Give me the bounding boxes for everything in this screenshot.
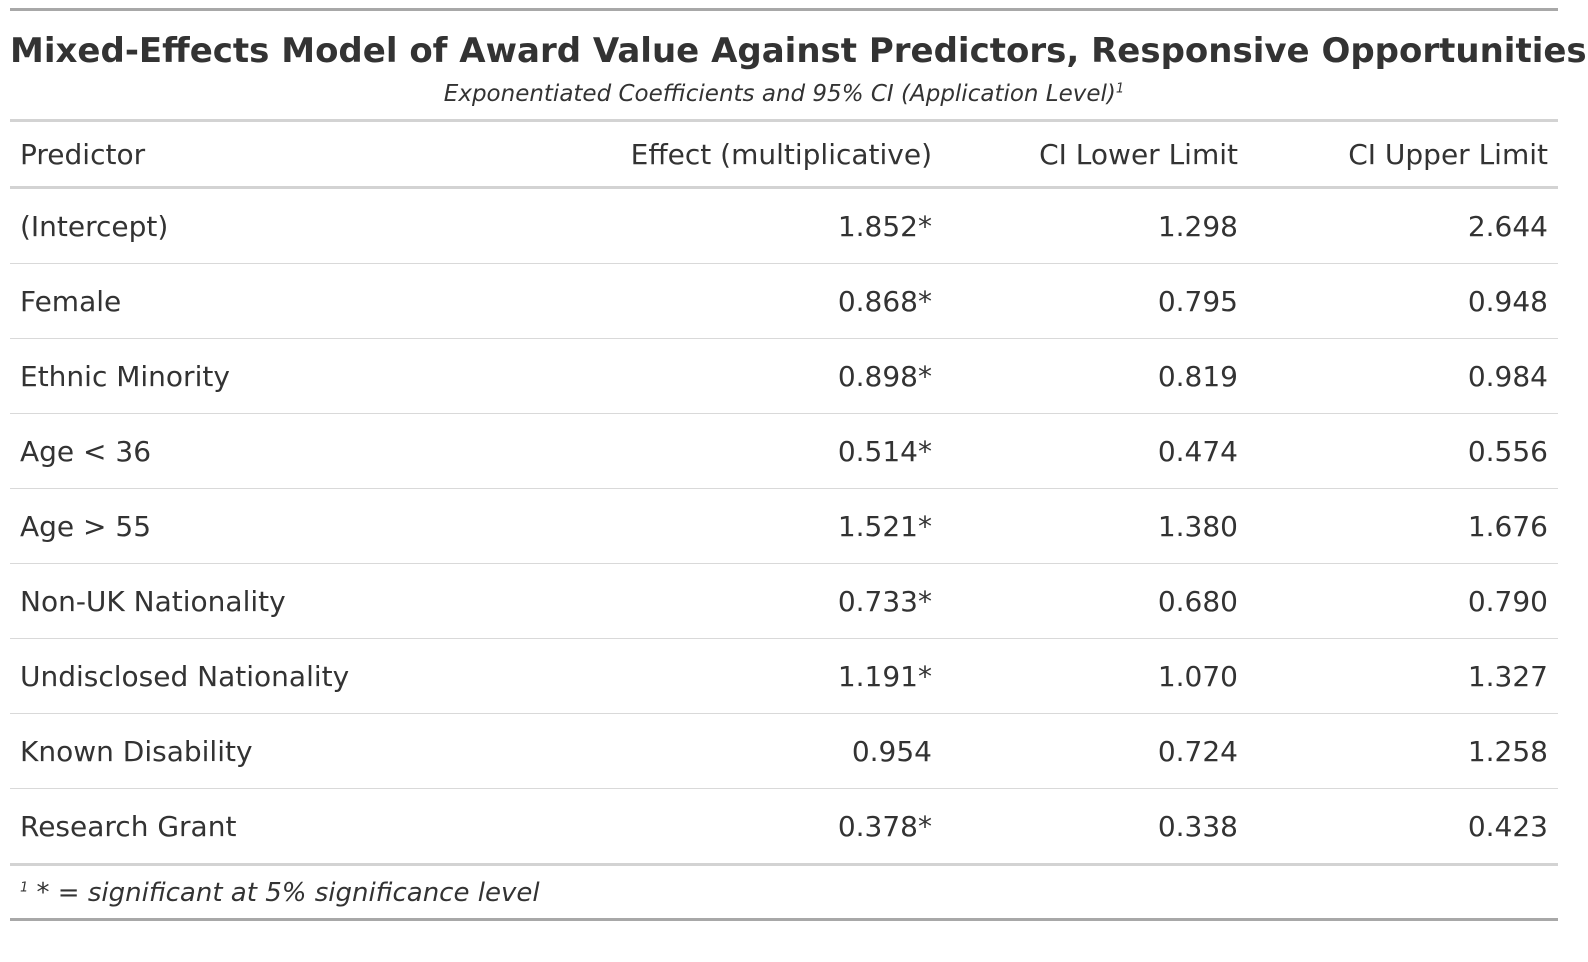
- predictor-cell: Undisclosed Nationality: [10, 638, 482, 714]
- table-footnote: 1 * = significant at 5% significance lev…: [10, 866, 1558, 921]
- predictor-cell: Ethnic Minority: [10, 338, 482, 414]
- table-row: Age > 55 1.521* 1.380 1.676: [10, 488, 1558, 564]
- predictor-cell: Known Disability: [10, 713, 482, 789]
- ci-lower-cell: 1.070: [942, 638, 1248, 714]
- ci-lower-cell: 1.298: [942, 187, 1248, 264]
- effect-cell: 1.852*: [482, 187, 942, 264]
- column-header-predictor: Predictor: [10, 119, 482, 189]
- ci-upper-cell: 0.556: [1248, 413, 1558, 489]
- ci-upper-cell: 0.984: [1248, 338, 1558, 414]
- subtitle-footnote-mark: 1: [1115, 81, 1125, 97]
- predictor-cell: Research Grant: [10, 788, 482, 866]
- table-row: Female 0.868* 0.795 0.948: [10, 263, 1558, 339]
- effect-cell: 0.514*: [482, 413, 942, 489]
- ci-upper-cell: 0.948: [1248, 263, 1558, 339]
- effect-cell: 0.378*: [482, 788, 942, 866]
- ci-lower-cell: 0.338: [942, 788, 1248, 866]
- ci-lower-cell: 0.819: [942, 338, 1248, 414]
- table-row: (Intercept) 1.852* 1.298 2.644: [10, 187, 1558, 264]
- effect-cell: 0.898*: [482, 338, 942, 414]
- predictor-cell: Female: [10, 263, 482, 339]
- table-row: Known Disability 0.954 0.724 1.258: [10, 713, 1558, 789]
- ci-lower-cell: 0.680: [942, 563, 1248, 639]
- footnote-mark: 1: [20, 880, 29, 896]
- header-row: Predictor Effect (multiplicative) CI Low…: [10, 119, 1558, 189]
- effect-cell: 1.521*: [482, 488, 942, 564]
- effect-cell: 0.954: [482, 713, 942, 789]
- effect-cell: 1.191*: [482, 638, 942, 714]
- table-row: Undisclosed Nationality 1.191* 1.070 1.3…: [10, 638, 1558, 714]
- ci-upper-cell: 1.327: [1248, 638, 1558, 714]
- ci-lower-cell: 0.795: [942, 263, 1248, 339]
- column-header-ci-upper: CI Upper Limit: [1248, 119, 1558, 189]
- ci-lower-cell: 0.474: [942, 413, 1248, 489]
- effect-cell: 0.733*: [482, 563, 942, 639]
- ci-upper-cell: 1.676: [1248, 488, 1558, 564]
- ci-lower-cell: 0.724: [942, 713, 1248, 789]
- table-row: Research Grant 0.378* 0.338 0.423: [10, 788, 1558, 866]
- subtitle-text: Exponentiated Coefficients and 95% CI (A…: [443, 81, 1116, 107]
- table-row: Ethnic Minority 0.898* 0.819 0.984: [10, 338, 1558, 414]
- ci-lower-cell: 1.380: [942, 488, 1248, 564]
- ci-upper-cell: 0.423: [1248, 788, 1558, 866]
- coefficient-table: Predictor Effect (multiplicative) CI Low…: [10, 119, 1558, 866]
- table-title: Mixed-Effects Model of Award Value Again…: [10, 31, 1587, 71]
- column-header-ci-lower: CI Lower Limit: [942, 119, 1248, 189]
- effect-cell: 0.868*: [482, 263, 942, 339]
- ci-upper-cell: 2.644: [1248, 187, 1558, 264]
- table-subtitle: Exponentiated Coefficients and 95% CI (A…: [10, 71, 1558, 119]
- predictor-cell: Age > 55: [10, 488, 482, 564]
- predictor-cell: Non-UK Nationality: [10, 563, 482, 639]
- top-rule: [10, 8, 1558, 11]
- regression-table: Mixed-Effects Model of Award Value Again…: [10, 8, 1587, 921]
- table-row: Non-UK Nationality 0.733* 0.680 0.790: [10, 563, 1558, 639]
- predictor-cell: (Intercept): [10, 187, 482, 264]
- predictor-cell: Age < 36: [10, 413, 482, 489]
- footnote-text: * = significant at 5% significance level: [36, 878, 540, 908]
- ci-upper-cell: 0.790: [1248, 563, 1558, 639]
- table-row: Age < 36 0.514* 0.474 0.556: [10, 413, 1558, 489]
- column-header-effect: Effect (multiplicative): [482, 119, 942, 189]
- ci-upper-cell: 1.258: [1248, 713, 1558, 789]
